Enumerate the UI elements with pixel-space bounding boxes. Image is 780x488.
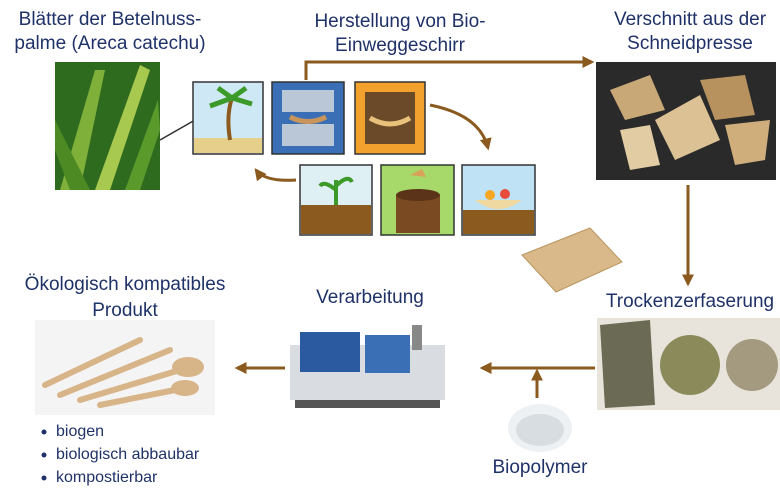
product-label: Ökologisch kompatibles	[25, 274, 226, 295]
bullet	[42, 430, 47, 435]
offcuts-photo	[596, 62, 776, 180]
leaves-label: Blätter der Betelnuss-	[19, 9, 202, 30]
icon-compost	[381, 165, 454, 235]
leaves-label: palme (Areca catechu)	[14, 33, 205, 54]
machine-photo	[290, 325, 445, 408]
defibration-label: Trockenzerfaserung	[606, 291, 774, 312]
biopolymer-label: Biopolymer	[492, 457, 588, 478]
offcuts-label: Verschnitt aus der	[614, 9, 767, 30]
process-diagram: Blätter der Betelnuss- palme (Areca cate…	[0, 0, 780, 488]
cycle-arrow	[256, 170, 296, 180]
connector	[160, 120, 195, 140]
product-label: Produkt	[92, 300, 158, 321]
cycle-arrow	[430, 105, 488, 148]
cutlery-photo	[35, 320, 215, 415]
icon-palm	[193, 82, 263, 154]
flow-arrow	[306, 62, 592, 80]
processing-label: Verarbeitung	[316, 287, 424, 308]
icon-sprout	[300, 165, 372, 235]
defibration-photo	[597, 318, 780, 410]
biopolymer-photo	[508, 404, 572, 452]
icon-mould	[355, 82, 425, 154]
leaves-photo	[55, 62, 160, 190]
property-item: kompostierbar	[56, 469, 158, 486]
bullet	[42, 476, 47, 481]
icon-plate	[462, 165, 535, 235]
bullet	[42, 453, 47, 458]
offcuts-label: Schneidpresse	[627, 33, 753, 54]
icon-press	[272, 82, 344, 154]
plate-photo	[522, 228, 622, 292]
property-item: biogen	[56, 423, 104, 440]
production-label: Herstellung von Bio-	[314, 11, 485, 32]
production-label: Einweggeschirr	[335, 35, 466, 56]
property-item: biologisch abbaubar	[56, 446, 200, 463]
